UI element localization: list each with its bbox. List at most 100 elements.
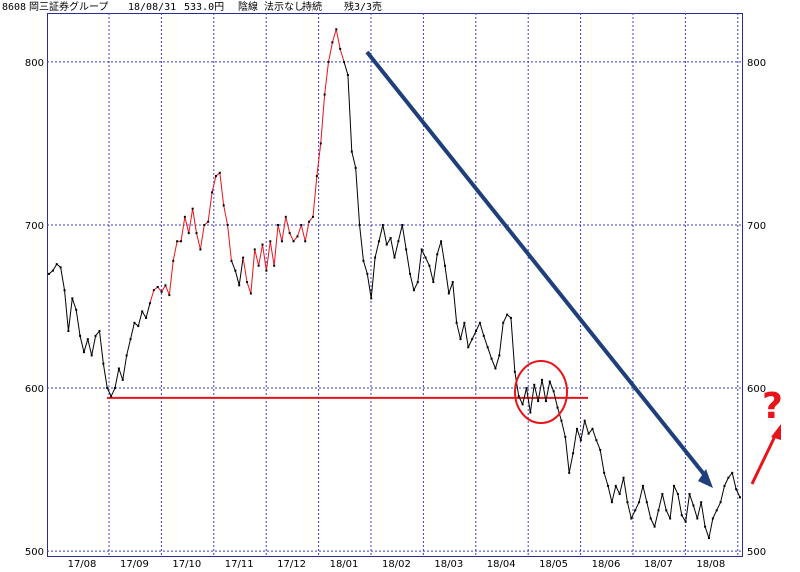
- price-point: [533, 383, 536, 386]
- price-point: [381, 223, 384, 226]
- price-point: [443, 264, 446, 267]
- price-segment: [456, 322, 461, 340]
- y-tick-label-right: 800: [747, 58, 766, 69]
- x-tick-label: 17/11: [225, 559, 254, 568]
- price-point: [436, 253, 439, 256]
- price-point: [323, 93, 326, 96]
- x-tick-label: 18/08: [696, 559, 725, 568]
- price-point: [327, 60, 330, 63]
- price-segment: [141, 311, 147, 319]
- price-point: [575, 427, 578, 430]
- price-point: [455, 321, 458, 324]
- price-segment: [735, 488, 741, 498]
- price-segment: [417, 249, 423, 283]
- price-segment: [716, 501, 722, 511]
- price-point: [269, 240, 272, 243]
- price-segment: [689, 493, 694, 506]
- price-point: [296, 235, 299, 238]
- price-segment: [91, 335, 97, 356]
- price-segment: [207, 192, 213, 222]
- price-point: [362, 259, 365, 262]
- price-segment: [351, 151, 357, 169]
- price-point: [428, 264, 431, 267]
- price-segment: [704, 526, 710, 539]
- x-tick-label: 17/10: [172, 559, 201, 568]
- price-segment: [289, 232, 295, 242]
- price-segment: [564, 436, 570, 473]
- price-segment: [413, 281, 419, 291]
- y-tick-label-left: 700: [25, 221, 44, 232]
- price-point: [234, 269, 237, 272]
- price-point: [199, 248, 202, 251]
- price-point: [393, 256, 396, 259]
- price-point: [211, 191, 214, 194]
- price-segment: [184, 216, 190, 234]
- price-segment: [242, 257, 248, 283]
- y-tick-label-right: 600: [747, 384, 766, 395]
- price-segment: [494, 355, 500, 369]
- price-point: [172, 259, 175, 262]
- x-tick-label: 17/12: [277, 559, 306, 568]
- x-tick-label: 18/06: [592, 559, 621, 568]
- price-segment: [440, 241, 446, 266]
- price-point: [51, 269, 54, 272]
- price-point: [129, 338, 132, 341]
- price-point: [179, 240, 182, 243]
- price-point: [156, 285, 159, 288]
- price-point: [661, 493, 664, 496]
- price-point: [486, 346, 489, 349]
- price-point: [634, 509, 637, 512]
- price-segment: [161, 285, 166, 293]
- price-point: [164, 284, 167, 287]
- price-point: [560, 419, 563, 422]
- question-arrow-shaft: [750, 433, 778, 485]
- price-point: [715, 509, 718, 512]
- price-point: [350, 150, 353, 153]
- price-point: [544, 400, 547, 403]
- price-point: [537, 400, 540, 403]
- price-point: [59, 266, 62, 269]
- price-segment: [580, 420, 586, 441]
- price-point: [704, 525, 707, 528]
- price-point: [366, 272, 369, 275]
- price-segment: [359, 224, 364, 261]
- x-tick-label: 17/09: [120, 559, 149, 568]
- price-segment: [428, 265, 434, 283]
- price-segment: [347, 74, 353, 152]
- grid-lines: [47, 13, 742, 556]
- price-point: [94, 334, 97, 337]
- price-point: [669, 517, 672, 520]
- price-segment: [444, 265, 450, 294]
- price-point: [346, 73, 349, 76]
- price-point: [288, 232, 291, 235]
- price-segment: [700, 502, 706, 527]
- price-point: [556, 406, 559, 409]
- price-point: [106, 387, 109, 390]
- price-segment: [432, 254, 438, 283]
- price-point: [552, 390, 555, 393]
- price-point: [630, 517, 633, 520]
- price-point: [67, 329, 70, 332]
- price-point: [90, 354, 93, 357]
- price-segment: [537, 379, 543, 402]
- x-tick-label: 17/08: [68, 559, 97, 568]
- price-point: [98, 329, 101, 332]
- price-point: [292, 240, 295, 243]
- price-segment: [234, 270, 240, 286]
- price-segment: [654, 510, 659, 527]
- price-point: [626, 501, 629, 504]
- price-point: [257, 264, 260, 267]
- price-point: [494, 367, 497, 370]
- price-segment: [382, 224, 388, 245]
- price-segment: [126, 339, 132, 356]
- price-point: [583, 419, 586, 422]
- price-segment: [199, 224, 205, 250]
- price-point: [249, 292, 252, 295]
- x-tick-label: 18/07: [644, 559, 673, 568]
- x-tick-label: 18/02: [382, 559, 411, 568]
- price-segment: [87, 339, 93, 356]
- price-segment: [692, 505, 698, 519]
- price-segment: [611, 485, 617, 503]
- price-segment: [669, 485, 675, 519]
- price-segment: [646, 502, 652, 519]
